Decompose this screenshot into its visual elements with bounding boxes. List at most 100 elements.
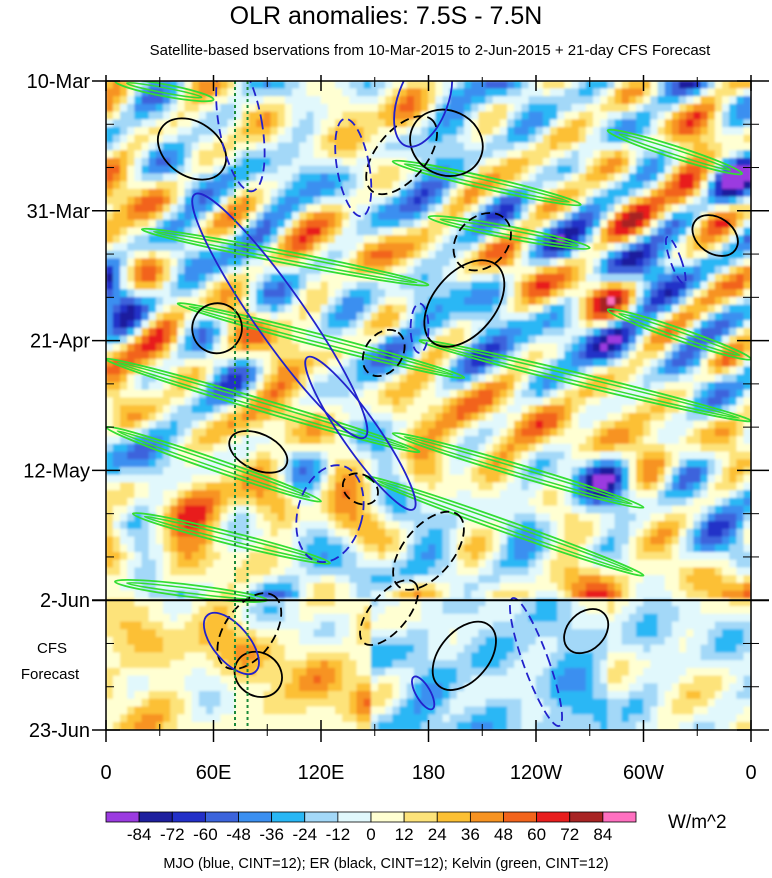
olr-cell: [299, 157, 308, 167]
olr-cell: [220, 96, 229, 105]
olr-cell: [327, 273, 336, 283]
olr-cell: [256, 490, 265, 499]
olr-cell: [184, 111, 193, 121]
olr-cell: [628, 420, 637, 430]
olr-cell: [449, 428, 458, 437]
olr-cell: [657, 188, 666, 198]
olr-cell: [184, 204, 193, 213]
olr-cell: [134, 397, 143, 406]
olr-cell: [112, 467, 121, 476]
olr-cell: [521, 304, 530, 314]
olr-cell: [356, 242, 365, 252]
olr-cell: [492, 490, 501, 499]
olr-cell: [177, 482, 186, 491]
olr-cell: [499, 258, 508, 267]
olr-cell: [514, 165, 523, 175]
olr-cell: [413, 173, 422, 182]
olr-cell: [327, 111, 336, 121]
olr-cell: [714, 389, 723, 399]
olr-cell: [478, 111, 487, 121]
olr-cell: [671, 297, 680, 306]
olr-cell: [148, 250, 157, 260]
olr-cell: [342, 366, 351, 376]
olr-cell: [643, 343, 652, 352]
olr-cell: [743, 289, 751, 298]
olr-cell: [327, 397, 336, 406]
olr-cell: [163, 351, 171, 360]
olr-cell: [535, 389, 544, 399]
olr-cell: [277, 351, 286, 360]
olr-cell: [521, 258, 530, 267]
olr-cell: [327, 351, 336, 360]
olr-cell: [492, 227, 501, 237]
olr-cell: [435, 134, 444, 144]
olr-cell: [435, 389, 444, 399]
olr-cell: [385, 420, 394, 430]
olr-cell: [413, 327, 422, 337]
olr-cell: [292, 150, 300, 159]
olr-cell: [514, 412, 523, 422]
olr-cell: [356, 482, 365, 491]
olr-cell: [585, 467, 594, 476]
olr-cell: [249, 420, 257, 430]
olr-cell: [378, 181, 386, 190]
olr-cell: [421, 289, 429, 298]
olr-cell: [700, 165, 709, 175]
olr-cell: [263, 181, 272, 190]
olr-cell: [356, 134, 365, 144]
olr-cell: [356, 412, 365, 422]
olr-cell: [671, 382, 680, 391]
olr-cell: [564, 196, 573, 206]
olr-cell: [177, 459, 186, 468]
olr-cell: [220, 304, 229, 314]
olr-cell: [643, 258, 652, 267]
olr-cell: [600, 81, 609, 90]
olr-cell: [528, 127, 537, 136]
olr-cell: [249, 474, 257, 484]
olr-cell: [507, 142, 515, 152]
olr-cell: [600, 142, 609, 152]
olr-cell: [714, 111, 723, 121]
olr-cell: [478, 428, 487, 437]
olr-cell: [163, 173, 171, 182]
olr-cell: [134, 405, 143, 414]
olr-cell: [406, 219, 415, 229]
olr-cell: [657, 165, 666, 175]
olr-cell: [707, 304, 716, 314]
olr-cell: [686, 266, 695, 275]
olr-cell: [679, 196, 687, 206]
olr-cell: [320, 474, 329, 484]
olr-cell: [535, 150, 544, 159]
olr-cell: [722, 412, 730, 422]
olr-cell: [686, 173, 695, 182]
olr-cell: [571, 312, 580, 322]
olr-cell: [499, 157, 508, 167]
olr-cell: [385, 96, 394, 105]
olr-cell: [177, 188, 186, 198]
olr-cell: [478, 320, 487, 329]
olr-cell: [177, 428, 186, 437]
olr-cell: [112, 397, 121, 406]
olr-cell: [277, 451, 286, 461]
olr-cell: [148, 181, 157, 190]
olr-cell: [198, 382, 207, 391]
olr-cell: [191, 258, 200, 267]
olr-cell: [628, 96, 637, 105]
olr-cell: [578, 420, 587, 430]
olr-cell: [406, 250, 415, 260]
olr-cell: [134, 281, 143, 291]
olr-cell: [349, 335, 358, 345]
olr-cell: [292, 235, 300, 244]
olr-cell: [227, 382, 236, 391]
olr-cell: [313, 374, 322, 383]
olr-cell: [679, 443, 687, 453]
olr-cell: [628, 266, 637, 275]
olr-cell: [148, 304, 157, 314]
olr-cell: [449, 474, 458, 484]
olr-cell: [679, 212, 687, 221]
olr-cell: [313, 312, 322, 322]
olr-cell: [514, 266, 523, 275]
olr-cell: [141, 304, 150, 314]
olr-cell: [693, 127, 702, 136]
olr-cell: [564, 382, 573, 391]
